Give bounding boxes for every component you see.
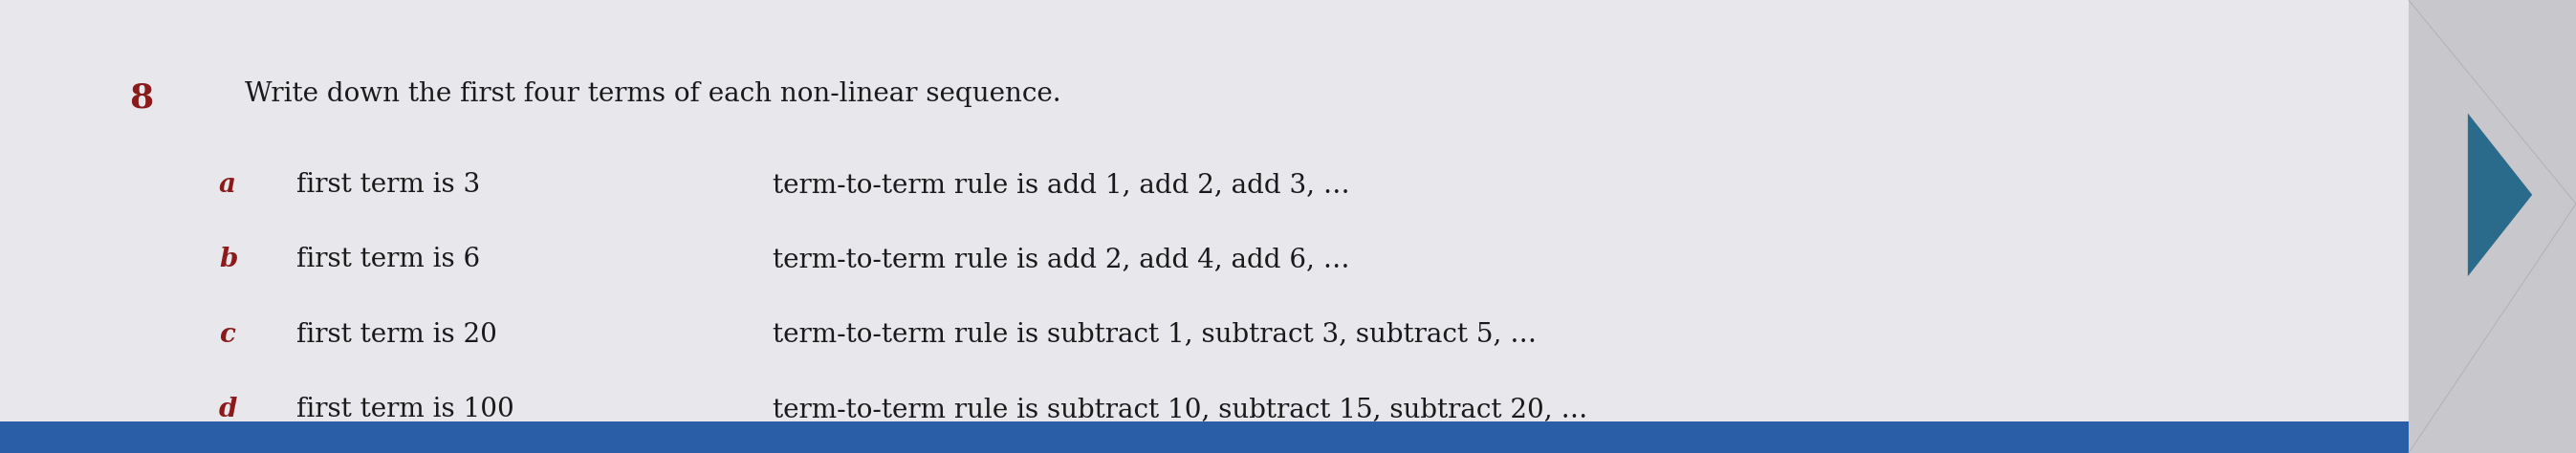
Text: 8: 8	[129, 82, 155, 114]
Bar	[2409, 0, 2576, 453]
Text: term-to-term rule is subtract 10, subtract 15, subtract 20, …: term-to-term rule is subtract 10, subtra…	[773, 396, 1587, 422]
Text: d: d	[219, 396, 237, 422]
Text: first term is 3: first term is 3	[296, 172, 479, 198]
Text: term-to-term rule is subtract 1, subtract 3, subtract 5, …: term-to-term rule is subtract 1, subtrac…	[773, 322, 1538, 347]
Polygon shape	[2468, 113, 2532, 276]
Text: first term is 20: first term is 20	[296, 322, 497, 347]
Text: term-to-term rule is add 2, add 4, add 6, …: term-to-term rule is add 2, add 4, add 6…	[773, 247, 1350, 273]
Text: first term is 100: first term is 100	[296, 396, 515, 422]
Text: term-to-term rule is add 1, add 2, add 3, …: term-to-term rule is add 1, add 2, add 3…	[773, 172, 1350, 198]
Text: b: b	[219, 247, 237, 273]
Text: Write down the first four terms of each non-linear sequence.: Write down the first four terms of each …	[245, 82, 1061, 107]
Text: first term is 6: first term is 6	[296, 247, 479, 273]
Bar	[0, 421, 2409, 453]
Text: c: c	[219, 322, 234, 347]
Polygon shape	[2409, 0, 2576, 453]
Text: a: a	[219, 172, 237, 198]
